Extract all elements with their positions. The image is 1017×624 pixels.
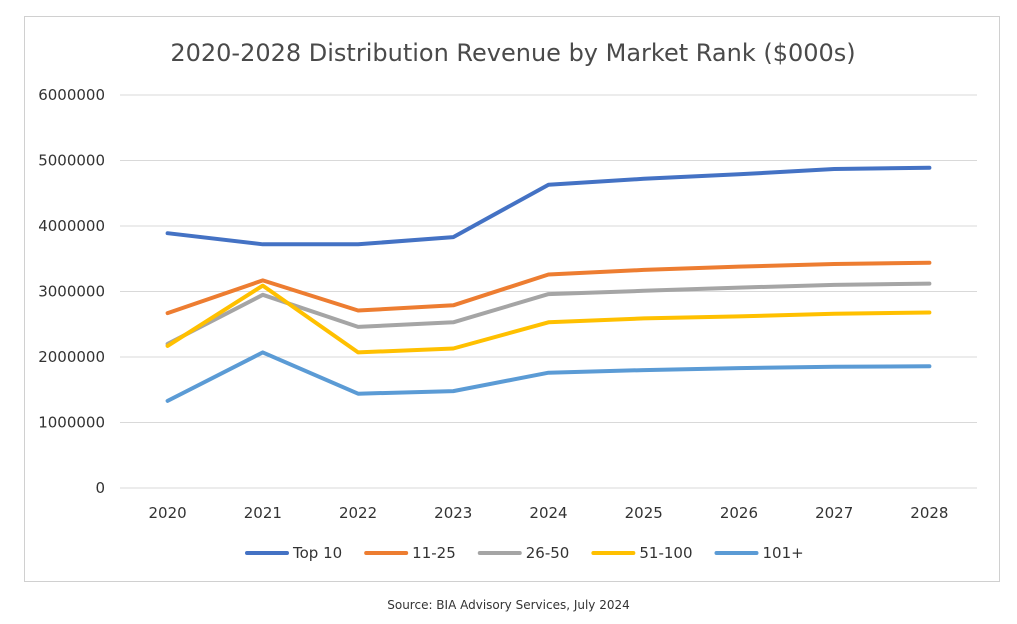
y-axis: 0 1000000 2000000 3000000 4000000 5000000 6000…	[38, 86, 105, 497]
series-line-2	[165, 260, 932, 316]
x-tick-label: 2023	[434, 504, 472, 522]
chart-area: 2020-2028 Distribution Revenue by Market…	[24, 16, 1000, 582]
legend-label: 101+	[763, 544, 804, 562]
y-tick-label: 2000000	[38, 348, 105, 366]
series-lines	[165, 165, 932, 403]
x-tick-label: 2026	[720, 504, 758, 522]
series-line-5	[165, 350, 932, 403]
y-tick-label: 5000000	[38, 152, 105, 170]
y-tick-label: 3000000	[38, 283, 105, 301]
y-tick-label: 6000000	[38, 86, 105, 104]
legend: Top 10 11-25 26-50 51-100 101+	[245, 544, 804, 562]
source-note: Source: BIA Advisory Services, July 2024	[387, 598, 630, 612]
y-tick-label: 0	[95, 479, 105, 497]
x-axis: 2020 2021 2022 2023 2024 2025 2026 2027 2028	[149, 504, 949, 522]
x-tick-label: 2025	[625, 504, 663, 522]
x-tick-label: 2024	[529, 504, 567, 522]
y-tick-label: 1000000	[38, 414, 105, 432]
x-tick-label: 2027	[815, 504, 853, 522]
y-tick-label: 4000000	[38, 217, 105, 235]
series-line-4	[165, 283, 932, 355]
line-chart: 2020-2028 Distribution Revenue by Market…	[38, 39, 977, 562]
x-tick-label: 2028	[910, 504, 948, 522]
x-tick-label: 2021	[244, 504, 282, 522]
chart-title: 2020-2028 Distribution Revenue by Market…	[170, 39, 855, 67]
series-line-1	[165, 165, 932, 247]
legend-label: 11-25	[412, 544, 456, 562]
gridlines	[120, 94, 977, 489]
legend-label: 26-50	[526, 544, 570, 562]
x-tick-label: 2020	[149, 504, 187, 522]
legend-label: 51-100	[639, 544, 692, 562]
x-tick-label: 2022	[339, 504, 377, 522]
legend-label: Top 10	[292, 544, 342, 562]
